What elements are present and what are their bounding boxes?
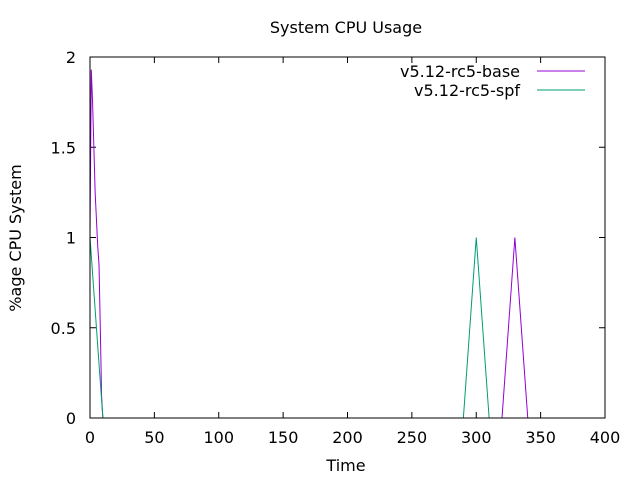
y-tick-label: 0 xyxy=(66,409,76,428)
x-tick-label: 200 xyxy=(332,428,363,447)
x-tick-label: 250 xyxy=(397,428,428,447)
y-tick-label: 1 xyxy=(66,229,76,248)
y-tick-label: 2 xyxy=(66,48,76,67)
axis-ticks xyxy=(89,56,606,419)
chart-title: System CPU Usage xyxy=(270,18,422,37)
x-tick-label: 50 xyxy=(144,428,164,447)
x-axis-label: Time xyxy=(325,456,365,475)
data-series xyxy=(89,69,529,419)
series-line-0 xyxy=(89,69,529,419)
plot-frame xyxy=(89,56,606,419)
series-line-1 xyxy=(89,237,490,419)
legend-label: v5.12-rc5-base xyxy=(400,62,520,81)
y-tick-label: 0.5 xyxy=(51,319,76,338)
x-tick-label: 150 xyxy=(268,428,299,447)
y-tick-label: 1.5 xyxy=(51,138,76,157)
axis-tick-labels: 0 50 100 150 200 250 300 350 400 0 0.5 1 1.5 2 xyxy=(51,48,621,447)
x-tick-label: 0 xyxy=(85,428,95,447)
legend-label: v5.12-rc5-spf xyxy=(414,81,520,100)
x-tick-label: 100 xyxy=(203,428,234,447)
x-tick-label: 300 xyxy=(461,428,492,447)
x-tick-label: 350 xyxy=(525,428,556,447)
y-axis-label: %age CPU System xyxy=(6,164,25,311)
x-tick-label: 400 xyxy=(590,428,621,447)
